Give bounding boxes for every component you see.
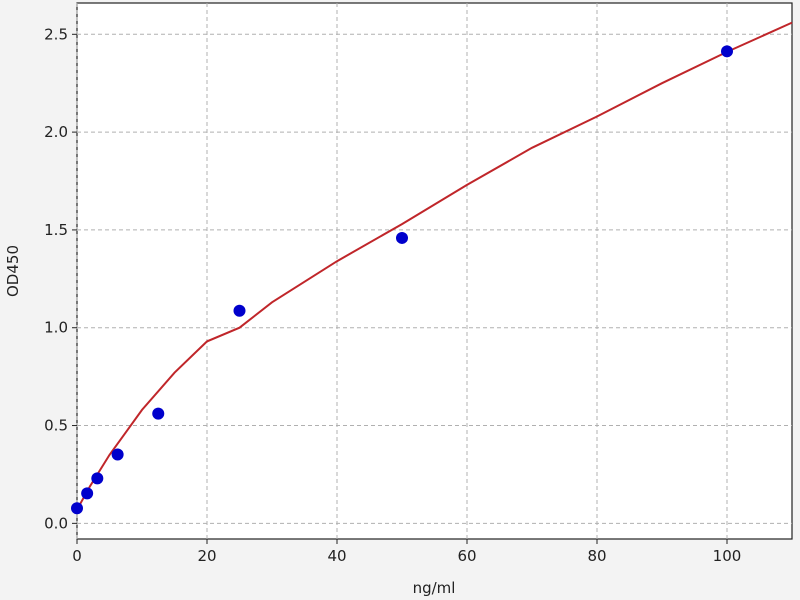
x-tick-label: 60 — [457, 547, 476, 565]
data-point — [71, 502, 83, 515]
data-point — [233, 304, 246, 317]
data-point — [152, 407, 165, 420]
x-tick-label: 40 — [327, 547, 346, 565]
data-points — [71, 45, 733, 515]
y-tick-label: 1.5 — [44, 221, 68, 239]
data-point — [81, 487, 94, 500]
grid — [76, 3, 792, 539]
data-point — [396, 231, 408, 244]
y-tick-label: 2.5 — [44, 25, 68, 43]
fit-curve — [76, 21, 793, 511]
y-tick-label: 1.0 — [44, 319, 68, 337]
ticks: 0 20 40 60 80 100 0.0 0.5 1.0 1.5 2.0 2.5 — [44, 25, 741, 565]
x-tick-label: 0 — [72, 547, 82, 565]
y-tick-label: 0.0 — [44, 514, 68, 532]
data-point — [91, 472, 104, 485]
x-tick-label: 80 — [587, 547, 606, 565]
data-point — [721, 45, 733, 58]
x-tick-label: 100 — [713, 547, 742, 565]
plot-area — [76, 2, 793, 540]
y-tick-label: 0.5 — [44, 417, 68, 435]
y-tick-label: 2.0 — [44, 123, 68, 141]
y-axis-label: OD450 — [4, 245, 22, 297]
x-axis-label: ng/ml — [413, 579, 456, 597]
data-point — [111, 448, 124, 461]
x-tick-label: 20 — [197, 547, 216, 565]
